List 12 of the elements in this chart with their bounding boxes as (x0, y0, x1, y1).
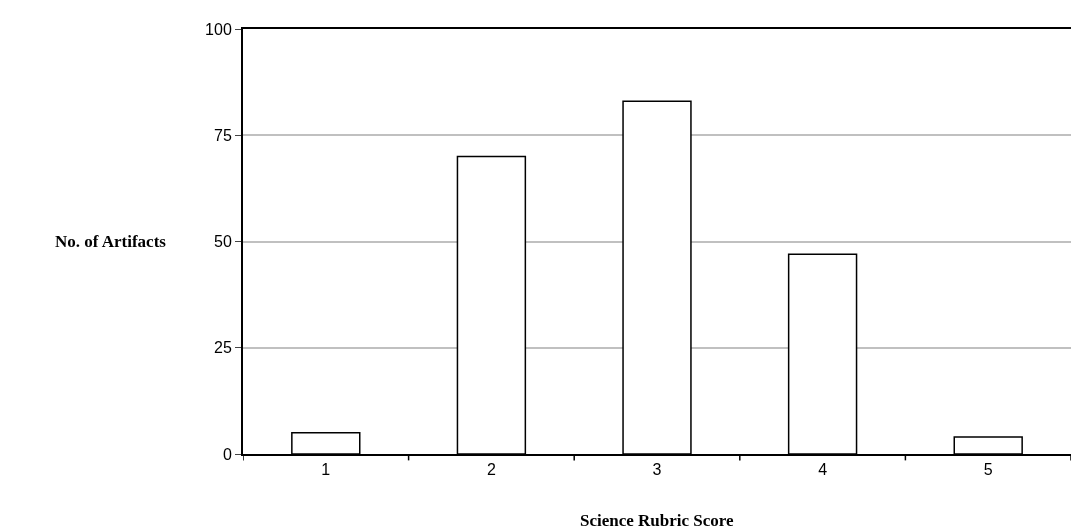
x-axis-title: Science Rubric Score (580, 511, 735, 530)
x-tick-label: 3 (652, 461, 662, 479)
x-tick-label: 1 (321, 461, 331, 479)
x-tick-label: 5 (983, 461, 993, 479)
y-tick-label: 100 (205, 20, 232, 38)
y-tick-label: 50 (214, 233, 232, 251)
y-tick-label: 0 (222, 445, 232, 463)
y-tick-label: 25 (214, 339, 232, 357)
x-tick-label: 2 (486, 461, 496, 479)
y-tick-label: 75 (214, 126, 232, 144)
y-axis-title: No. of Artifacts (55, 232, 167, 251)
x-tick-label: 4 (818, 461, 828, 479)
